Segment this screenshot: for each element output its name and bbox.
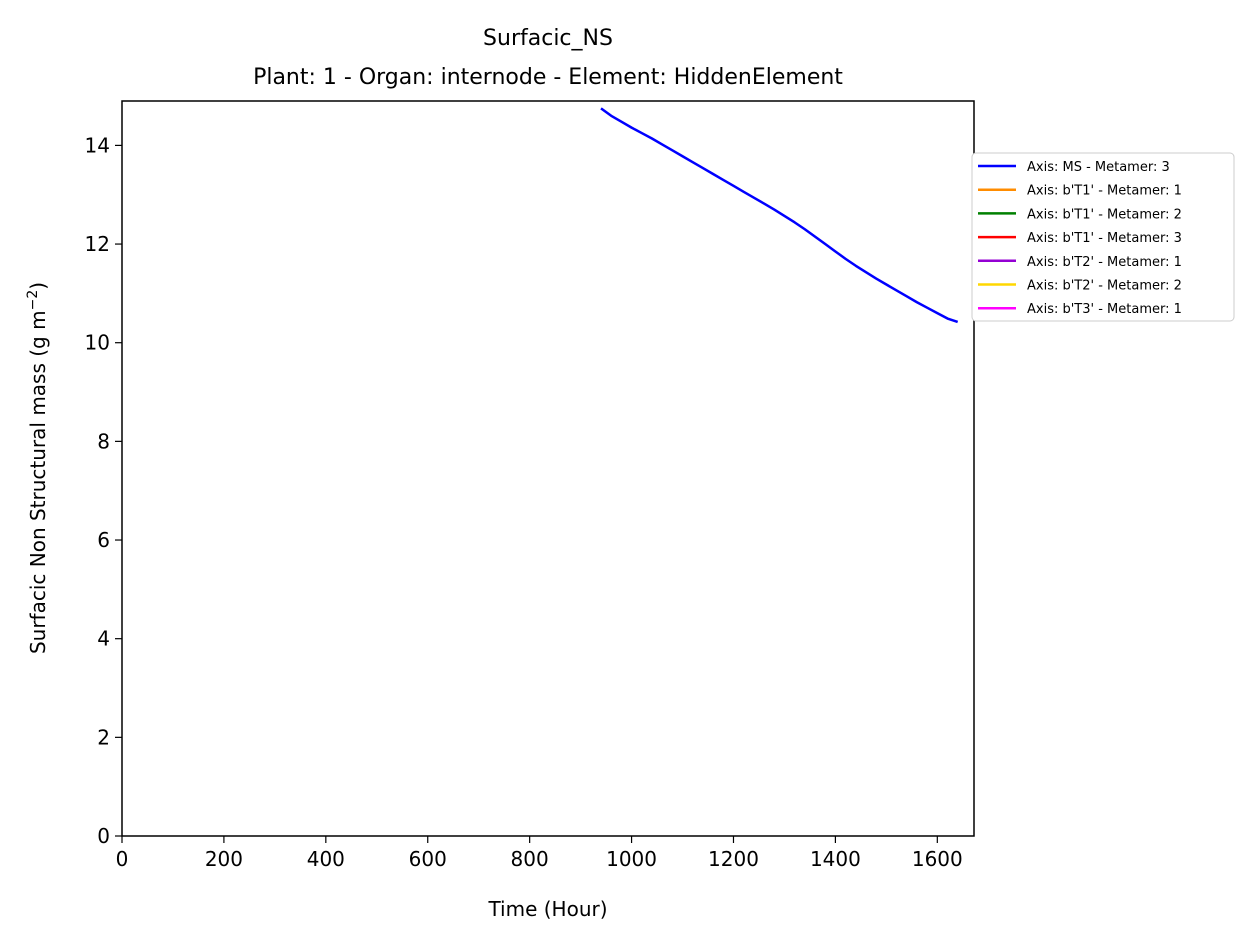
chart-subtitle: Plant: 1 - Organ: internode - Element: H… (253, 65, 843, 90)
series-line (600, 107, 959, 324)
legend-entry-label: Axis: b'T3' - Metamer: 1 (1027, 302, 1182, 317)
y-axis-label: Surfacic Non Structural mass (g m−2) (25, 282, 50, 654)
x-tick-label: 0 (116, 847, 129, 871)
y-tick-label: 4 (97, 627, 110, 651)
legend-entry-label: Axis: b'T1' - Metamer: 3 (1027, 231, 1182, 246)
y-axis-label-end: ) (26, 282, 50, 290)
x-tick-label: 600 (409, 847, 447, 871)
y-tick-label: 14 (85, 133, 110, 157)
y-axis: 0 2 4 6 8 10 12 14 (85, 133, 122, 848)
x-axis-label: Time (Hour) (487, 897, 607, 921)
y-tick-label: 12 (85, 232, 110, 256)
legend-entry-label: Axis: b'T1' - Metamer: 2 (1027, 207, 1182, 222)
plot-frame (121, 100, 975, 837)
legend: Axis: MS - Metamer: 3 Axis: b'T1' - Metam… (971, 152, 1235, 322)
legend-entry-label: Axis: b'T2' - Metamer: 1 (1027, 255, 1182, 270)
x-tick-label: 800 (511, 847, 549, 871)
y-tick-label: 2 (97, 725, 110, 749)
legend-entry-label: Axis: MS - Metamer: 3 (1027, 160, 1170, 175)
series-layer (600, 107, 959, 324)
x-tick-label: 1200 (708, 847, 759, 871)
chart-title: Surfacic_NS (483, 26, 613, 51)
y-axis-label-main: Surfacic Non Structural mass (g m (26, 310, 50, 654)
plot-area (121, 100, 975, 837)
y-tick-label: 6 (97, 528, 110, 552)
legend-entry-label: Axis: b'T2' - Metamer: 2 (1027, 279, 1182, 294)
y-tick-label: 8 (97, 429, 110, 453)
x-axis: 0 200 400 600 800 1000 1200 1400 1600 (116, 836, 963, 871)
y-axis-label-sup: −2 (25, 290, 41, 311)
y-tick-label: 10 (85, 331, 110, 355)
plot-background (122, 101, 974, 836)
legend-entry-label: Axis: b'T1' - Metamer: 1 (1027, 184, 1182, 199)
legend-box (971, 152, 1235, 322)
x-tick-label: 1400 (810, 847, 861, 871)
y-tick-label: 0 (97, 824, 110, 848)
x-tick-label: 200 (205, 847, 243, 871)
x-tick-label: 1000 (606, 847, 657, 871)
x-tick-label: 1600 (912, 847, 963, 871)
x-tick-label: 400 (307, 847, 345, 871)
